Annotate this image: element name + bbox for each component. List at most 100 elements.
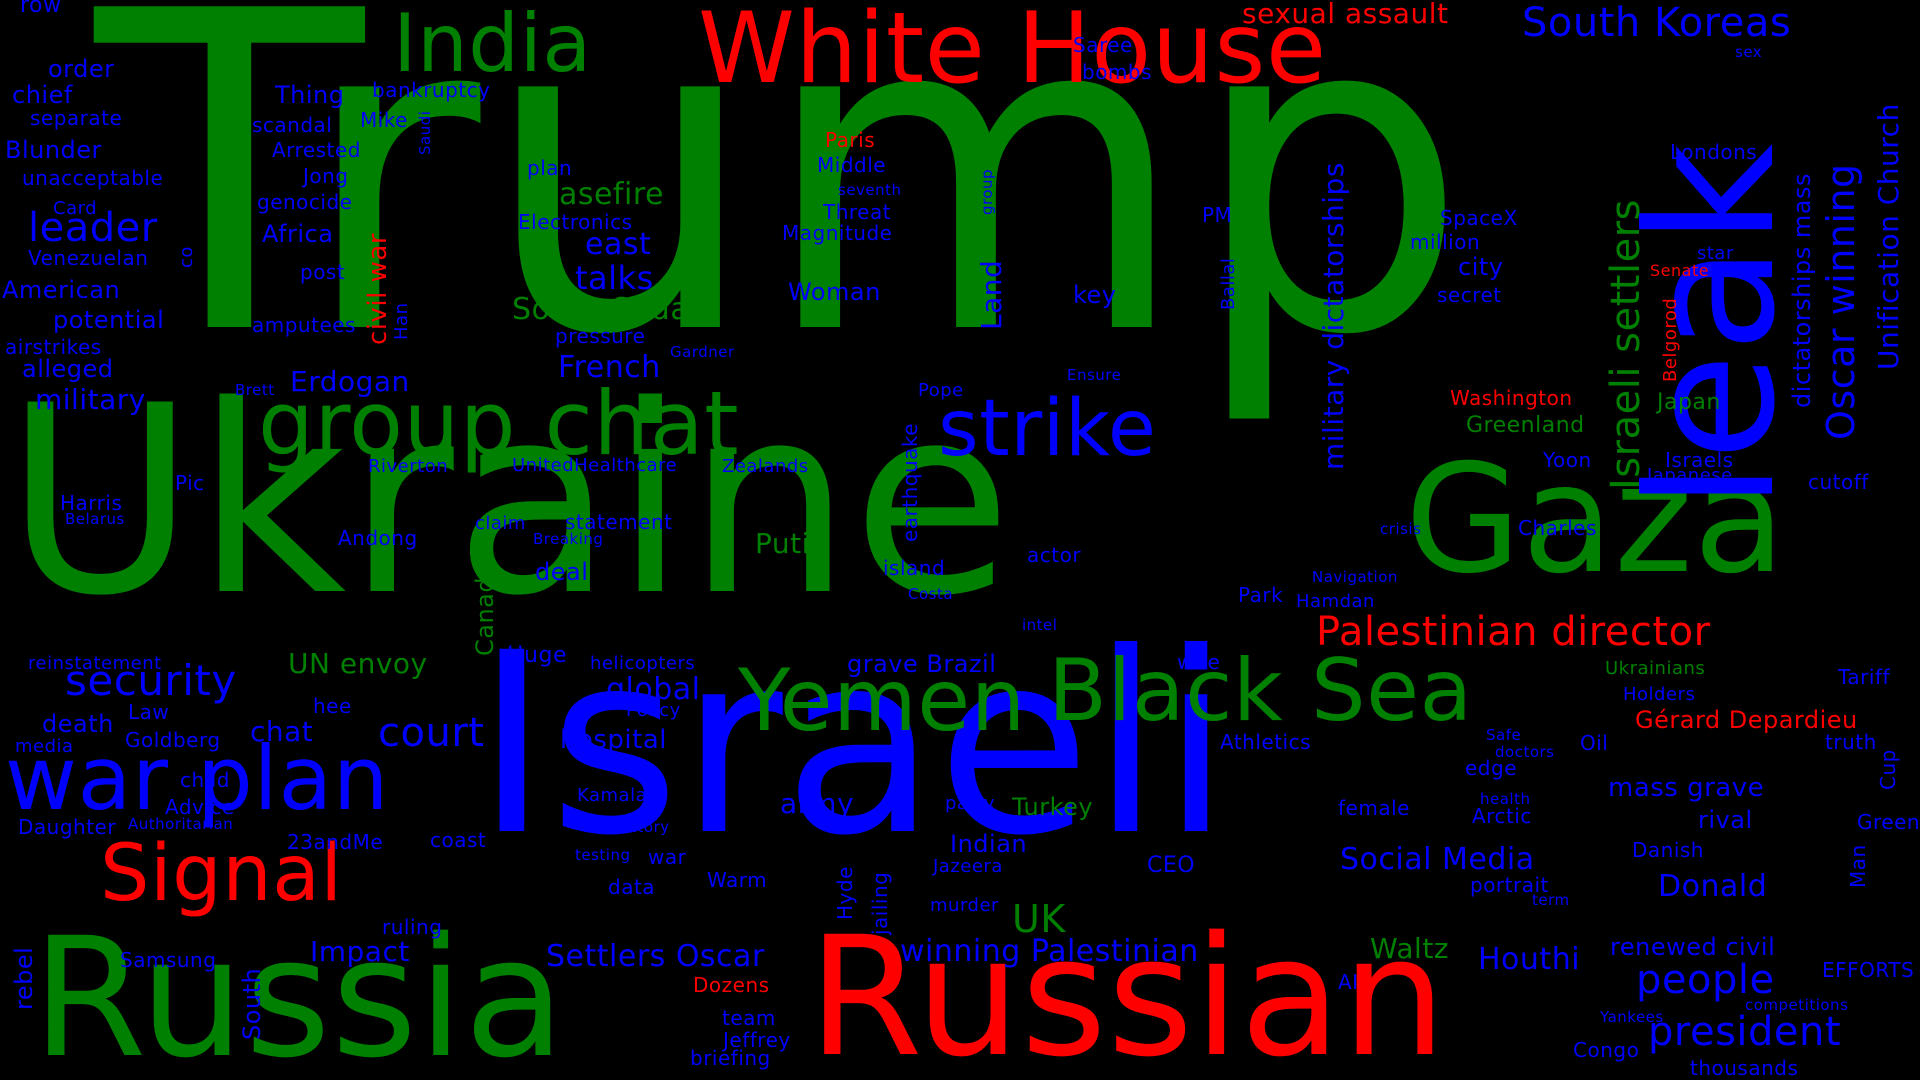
word-india: India <box>393 0 592 90</box>
word-card: Card <box>53 198 98 219</box>
word-order: order <box>48 55 115 83</box>
word-dozens: Dozens <box>693 973 770 997</box>
word-indian: Indian <box>950 830 1028 858</box>
word-amputees: amputees <box>252 313 356 337</box>
word-washington: Washington <box>1450 386 1573 410</box>
word-un-envoy: UN envoy <box>288 647 428 680</box>
word-yemen: Yemen <box>738 651 1026 751</box>
word-advice: Advice <box>165 795 235 819</box>
word-scandal: scandal <box>252 113 333 137</box>
word-gardner: Gardner <box>670 343 735 361</box>
word-south-koreas: South Koreas <box>1522 0 1792 46</box>
word-sexual-assault: sexual assault <box>1242 0 1449 30</box>
word-electronics: Electronics <box>518 210 633 234</box>
word-data: data <box>608 875 656 899</box>
word-israeli: Israeli <box>475 599 1232 890</box>
word-star: star <box>1697 243 1734 264</box>
word-signal: Signal <box>100 829 343 919</box>
word-portrait: portrait <box>1470 873 1549 897</box>
word-health: health <box>1480 790 1531 808</box>
word-jong: Jong <box>303 164 349 188</box>
word-talks: talks <box>575 259 654 297</box>
word-civil-war: civil war <box>363 232 393 345</box>
word-japanese: Japanese <box>1647 465 1733 486</box>
word-crisis: crisis <box>1380 520 1422 538</box>
word-yoon: Yoon <box>1543 448 1592 472</box>
word-gerard-depardieu: Gérard Depardieu <box>1635 706 1858 734</box>
word-canada: Canada <box>471 561 499 656</box>
word-ceo: CEO <box>1147 853 1196 878</box>
word-seventh: seventh <box>838 181 902 199</box>
word-ceasefire: ceasefire <box>523 177 664 212</box>
word-grave-brazil: grave Brazil <box>847 650 997 678</box>
word-ukraine: Ukraine <box>5 351 1013 653</box>
word-holders: Holders <box>1623 684 1696 705</box>
word-truth: truth <box>1825 730 1877 754</box>
word-hee: hee <box>313 694 352 718</box>
word-south: South <box>238 967 266 1040</box>
word-oscar-winning: Oscar winning <box>1819 163 1863 440</box>
word-settlers-oscar: Settlers Oscar <box>546 939 765 974</box>
word-separate: separate <box>30 106 123 130</box>
word-airstrikes: airstrikes <box>5 335 102 359</box>
word-law: Law <box>128 700 170 724</box>
word-pressure: pressure <box>555 324 646 348</box>
word-putin: Putin <box>755 527 829 560</box>
word-winning-palestinian: winning Palestinian <box>900 934 1199 969</box>
word-charles: Charles <box>1518 516 1597 540</box>
word-president: president <box>1648 1009 1842 1055</box>
word-uk: UK <box>1012 897 1066 941</box>
word-trump: Trump <box>95 0 1470 431</box>
word-thing: Thing <box>275 81 345 109</box>
word-spacex: SpaceX <box>1440 206 1518 230</box>
word-japan: Japan <box>1657 390 1721 415</box>
word-ruling: ruling <box>382 915 443 939</box>
word-white-house: White House <box>698 0 1327 106</box>
word-warm: Warm <box>707 868 768 892</box>
word-alleged: alleged <box>22 355 114 383</box>
word-war-plan: war plan <box>5 727 390 830</box>
word-arctic: Arctic <box>1472 804 1532 828</box>
word-navigation: Navigation <box>1312 568 1398 586</box>
word-threat: Threat <box>823 200 892 224</box>
word-venezuelan: Venezuelan <box>28 246 149 270</box>
word-secret: secret <box>1437 283 1502 307</box>
word-earthquake: earthquake <box>898 422 922 542</box>
word-belgorod: Belgorod <box>1660 297 1681 382</box>
word-yankees: Yankees <box>1600 1008 1664 1026</box>
word-arrested: Arrested <box>272 138 361 162</box>
word-land: Land <box>975 259 1008 330</box>
word-military-dictatorships: military dictatorships <box>1317 162 1350 470</box>
word-ensure: Ensure <box>1067 366 1122 384</box>
word-russian: Russian <box>808 901 1447 1080</box>
word-bankruptcy: bankruptcy <box>372 78 491 102</box>
word-belarus: Belarus <box>65 510 125 528</box>
word-han: Han <box>391 302 412 340</box>
word-blunder: Blunder <box>5 136 102 164</box>
word-doctors: doctors <box>1495 743 1555 761</box>
word-co: co <box>176 246 197 268</box>
word-athletics: Athletics <box>1220 730 1312 754</box>
word-greenland: Greenland <box>1466 413 1585 438</box>
word-murder: murder <box>930 895 999 916</box>
word-post: post <box>300 260 346 284</box>
word-waltz: Waltz <box>1370 932 1450 965</box>
word-woman: Woman <box>788 278 881 306</box>
word-mass-grave: mass grave <box>1608 773 1765 803</box>
word-jeffrey: Jeffrey <box>723 1028 791 1052</box>
word-magnitude: Magnitude <box>782 221 893 245</box>
word-leader: leader <box>28 205 158 251</box>
word-plan: plan <box>527 156 573 180</box>
word-key: key <box>1073 281 1117 309</box>
word-safe: Safe <box>1486 726 1522 744</box>
word-park: Park <box>1238 583 1284 607</box>
word-social-media: Social Media <box>1340 842 1535 877</box>
word-middle: Middle <box>817 153 887 177</box>
word-child: child <box>180 768 230 792</box>
word-pic: Pic <box>175 471 205 495</box>
word-media: media <box>15 736 74 757</box>
word-kamala: Kamala <box>577 785 648 806</box>
word-breaking: Breaking <box>533 530 604 548</box>
word-military: military <box>35 383 146 416</box>
